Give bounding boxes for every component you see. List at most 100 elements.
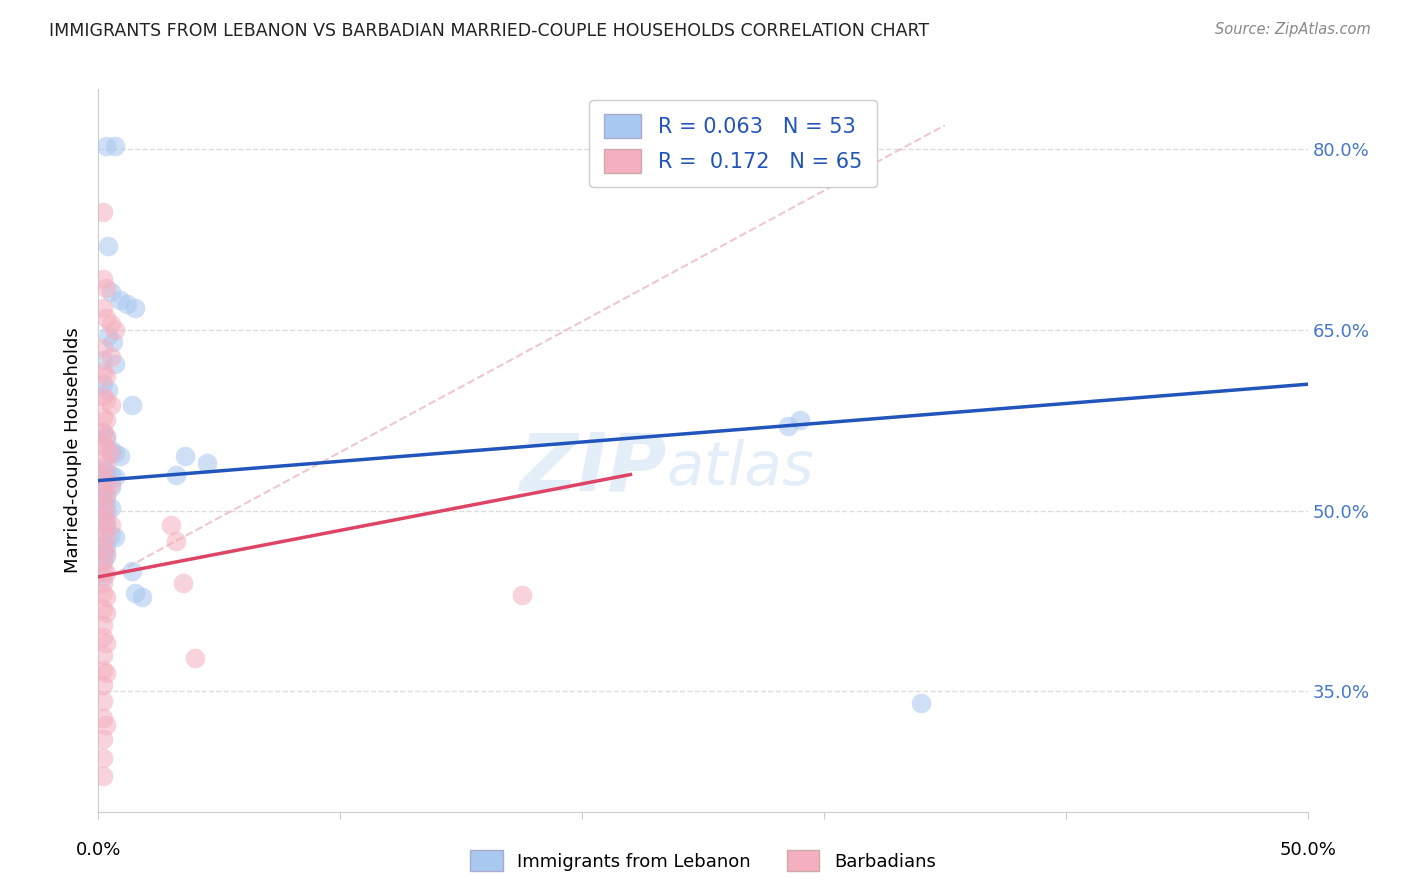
Point <box>91 570 114 584</box>
Point <box>94 509 117 524</box>
Point <box>91 630 114 644</box>
Text: atlas: atlas <box>666 439 814 498</box>
Point <box>91 554 114 568</box>
Point <box>91 694 114 708</box>
Point <box>94 413 117 427</box>
Point <box>94 666 117 681</box>
Point <box>100 443 122 458</box>
Point <box>184 650 207 665</box>
Point <box>94 489 117 503</box>
Point <box>91 377 114 392</box>
Point <box>91 554 114 568</box>
Point <box>121 398 143 412</box>
Point <box>91 485 114 500</box>
Point <box>195 456 218 470</box>
Point <box>91 389 114 403</box>
Text: ZIP: ZIP <box>519 430 666 508</box>
Point <box>100 285 122 299</box>
Point <box>94 636 117 650</box>
Point <box>91 618 114 632</box>
Legend: Immigrants from Lebanon, Barbadians: Immigrants from Lebanon, Barbadians <box>463 843 943 879</box>
Point <box>910 697 932 711</box>
Point <box>108 450 131 464</box>
Point <box>100 477 122 491</box>
Point <box>94 310 117 325</box>
Point <box>100 518 122 533</box>
Point <box>91 525 114 540</box>
Point <box>91 546 114 560</box>
Point <box>91 663 114 677</box>
Point <box>91 506 114 520</box>
Point <box>174 450 197 464</box>
Point <box>94 281 117 295</box>
Point <box>91 585 114 599</box>
Point <box>94 540 117 554</box>
Text: Source: ZipAtlas.com: Source: ZipAtlas.com <box>1215 22 1371 37</box>
Point <box>108 293 131 307</box>
Point <box>100 350 122 364</box>
Point <box>94 566 117 581</box>
Point <box>91 301 114 316</box>
Point <box>131 591 153 605</box>
Text: 0.0%: 0.0% <box>76 840 121 859</box>
Point <box>100 528 122 542</box>
Point <box>94 464 117 478</box>
Point <box>124 585 146 599</box>
Point <box>91 437 114 451</box>
Point <box>91 461 114 475</box>
Point <box>104 446 127 460</box>
Point <box>160 518 183 533</box>
Point <box>94 591 117 605</box>
Point <box>91 425 114 440</box>
Point <box>91 474 114 488</box>
Point <box>91 509 114 524</box>
Point <box>94 458 117 472</box>
Point <box>94 441 117 455</box>
Point <box>94 516 117 530</box>
Point <box>104 530 127 544</box>
Point <box>165 467 187 482</box>
Point <box>94 489 117 503</box>
Point <box>91 409 114 424</box>
Point <box>104 357 127 371</box>
Point <box>97 329 120 343</box>
Point <box>91 516 114 530</box>
Point <box>91 494 114 508</box>
Point <box>94 392 117 407</box>
Point <box>94 503 117 517</box>
Point <box>94 368 117 383</box>
Point <box>94 546 117 560</box>
Point <box>91 365 114 379</box>
Point <box>91 678 114 692</box>
Point <box>91 564 114 578</box>
Point <box>91 750 114 764</box>
Y-axis label: Married-couple Households: Married-couple Households <box>65 327 83 574</box>
Text: 50.0%: 50.0% <box>1279 840 1336 859</box>
Point <box>117 296 139 310</box>
Point <box>94 498 117 512</box>
Point <box>100 398 122 412</box>
Point <box>91 540 114 554</box>
Point <box>91 769 114 783</box>
Point <box>94 474 117 488</box>
Point <box>100 501 122 516</box>
Point <box>91 205 114 219</box>
Point <box>165 533 187 548</box>
Point <box>94 138 117 153</box>
Point <box>91 353 114 368</box>
Point <box>91 711 114 725</box>
Text: IMMIGRANTS FROM LEBANON VS BARBADIAN MARRIED-COUPLE HOUSEHOLDS CORRELATION CHART: IMMIGRANTS FROM LEBANON VS BARBADIAN MAR… <box>49 22 929 40</box>
Point <box>94 549 117 564</box>
Point <box>100 317 122 331</box>
Point <box>97 238 120 253</box>
Point <box>94 718 117 732</box>
Point <box>100 446 122 460</box>
Point <box>97 384 120 398</box>
Legend: R = 0.063   N = 53, R =  0.172   N = 65: R = 0.063 N = 53, R = 0.172 N = 65 <box>589 100 877 187</box>
Point <box>91 537 114 551</box>
Point <box>91 467 114 482</box>
Point <box>789 413 811 427</box>
Point <box>94 432 117 446</box>
Point <box>94 518 117 533</box>
Point <box>91 576 114 591</box>
